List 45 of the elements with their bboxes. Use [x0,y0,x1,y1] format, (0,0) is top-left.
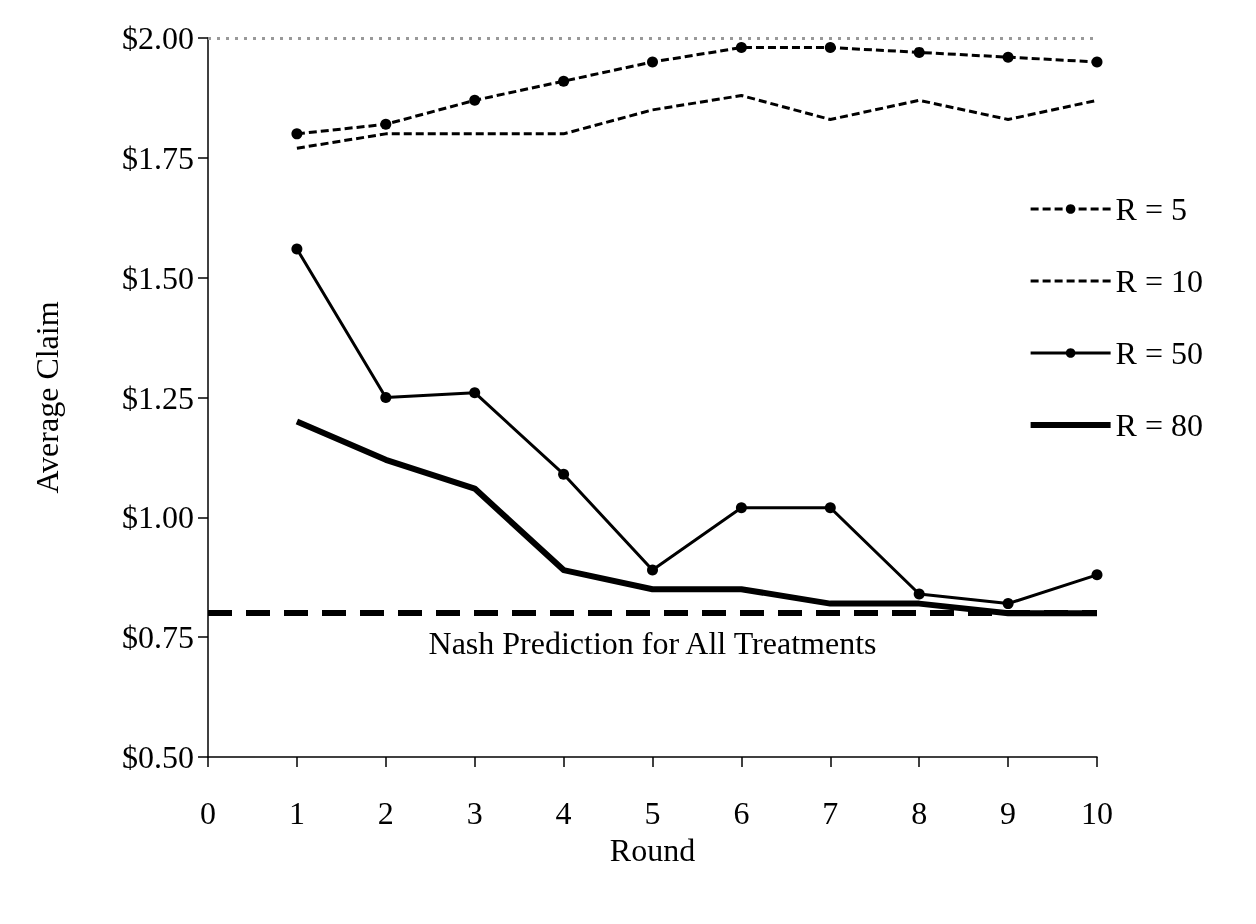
x-tick-label: 4 [555,795,572,831]
point [558,468,570,480]
x-tick-label: 2 [377,795,394,831]
point [1002,51,1014,63]
point [913,46,925,58]
x-tick-label: 0 [200,795,216,831]
point [1091,56,1103,68]
point [291,243,303,255]
legend-label: R = 5 [1115,191,1187,227]
y-tick-label: $1.25 [122,379,194,416]
x-tick-label: 5 [644,795,661,831]
x-axis-title: Round [609,831,696,868]
legend-label: R = 80 [1115,407,1203,443]
x-tick-label: 6 [733,795,750,831]
point [913,588,925,600]
y-axis-title: Average Claim [29,301,65,494]
x-tick-label: 8 [911,795,928,831]
point [1091,569,1103,581]
x-tick-label: 1 [288,795,305,831]
y-tick-label: $0.50 [122,739,194,775]
point [291,128,303,140]
legend-label: R = 50 [1115,335,1203,371]
ref-line-label: Nash Prediction for All Treatments [428,625,877,662]
point [824,502,836,514]
legend-label: R = 10 [1115,263,1203,299]
point [380,118,392,130]
y-tick-label: $1.50 [122,259,194,296]
point [824,42,836,54]
point [380,392,392,403]
y-tick-label: $1.00 [122,499,194,536]
y-tick-label: $1.75 [122,139,194,176]
point [469,94,481,106]
point [558,75,570,87]
x-tick-label: 9 [1000,795,1017,831]
y-tick-label: $0.75 [122,619,194,656]
point [735,42,747,54]
point [469,387,481,399]
point [647,56,658,68]
x-tick-label: 7 [822,795,839,831]
point [1002,598,1014,610]
x-tick-label: 10 [1081,795,1113,831]
x-tick-label: 3 [466,795,483,831]
point [735,502,747,514]
y-tick-label: $2.00 [122,20,194,56]
point [647,564,658,576]
